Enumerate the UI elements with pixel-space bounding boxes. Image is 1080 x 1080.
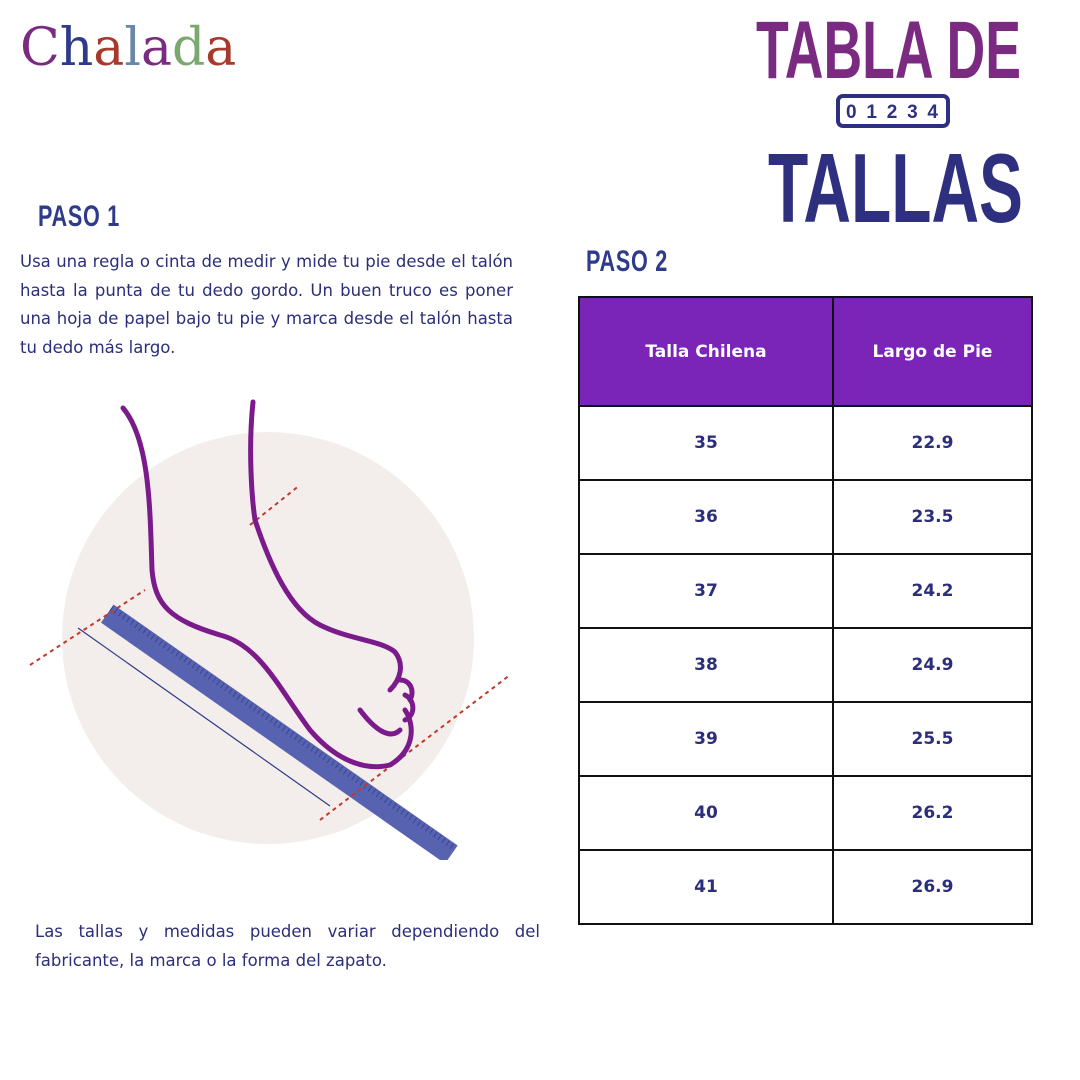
sizing-disclaimer: Las tallas y medidas pueden variar depen… — [35, 922, 540, 970]
step2-heading: PASO 2 — [586, 245, 668, 278]
logo-letter: d — [171, 18, 206, 78]
foot-length-cell: 24.9 — [832, 627, 1033, 703]
table-row: 40 26.2 — [578, 775, 1033, 851]
size-cell: 41 — [578, 849, 834, 925]
column-header: Largo de Pie — [832, 296, 1033, 407]
logo-letter: l — [124, 18, 141, 78]
step1-heading: PASO 1 — [38, 200, 120, 233]
logo-letter: a — [205, 18, 237, 78]
size-table: Talla Chilena Largo de Pie 35 22.9 36 23.5 3… — [578, 296, 1033, 925]
table-row: 36 23.5 — [578, 479, 1033, 555]
logo-letter: a — [93, 18, 125, 78]
size-cell: 38 — [578, 627, 834, 703]
ruler-icon: 0 1 2 3 4 — [836, 94, 950, 128]
title-line-1: TABLA DE — [756, 8, 1021, 96]
logo-letter: a — [140, 18, 172, 78]
table-row: 35 22.9 — [578, 405, 1033, 481]
chalada-logo: Chalada — [20, 18, 236, 78]
table-row: 38 24.9 — [578, 627, 1033, 703]
foot-outline — [120, 405, 414, 770]
table-row: 39 25.5 — [578, 701, 1033, 777]
foot-length-cell: 22.9 — [832, 405, 1033, 481]
title-line-2: TALLAS — [768, 133, 1023, 236]
ruler-numbers: 0 1 2 3 4 — [846, 102, 938, 123]
size-cell: 39 — [578, 701, 834, 777]
size-cell: 40 — [578, 775, 834, 851]
foot-length-cell: 24.2 — [832, 553, 1033, 629]
logo-letter: C — [20, 18, 60, 78]
logo-letter: h — [59, 18, 94, 78]
table-row: 41 26.9 — [578, 849, 1033, 925]
size-cell: 36 — [578, 479, 834, 555]
size-cell: 35 — [578, 405, 834, 481]
foot-length-cell: 25.5 — [832, 701, 1033, 777]
ruler-icon — [101, 604, 458, 860]
table-header-row: Talla Chilena Largo de Pie — [578, 296, 1033, 407]
step1-instructions: Usa una regla o cinta de medir y mide tu… — [20, 252, 513, 357]
table-row: 37 24.2 — [578, 553, 1033, 629]
size-chart-title: TABLA DE 0 1 2 3 4 TALLAS — [756, 8, 1023, 236]
foot-length-cell: 26.9 — [832, 849, 1033, 925]
column-header: Talla Chilena — [578, 296, 834, 407]
foot-length-cell: 26.2 — [832, 775, 1033, 851]
foot-measure-illustration — [29, 399, 511, 860]
size-cell: 37 — [578, 553, 834, 629]
foot-length-cell: 23.5 — [832, 479, 1033, 555]
